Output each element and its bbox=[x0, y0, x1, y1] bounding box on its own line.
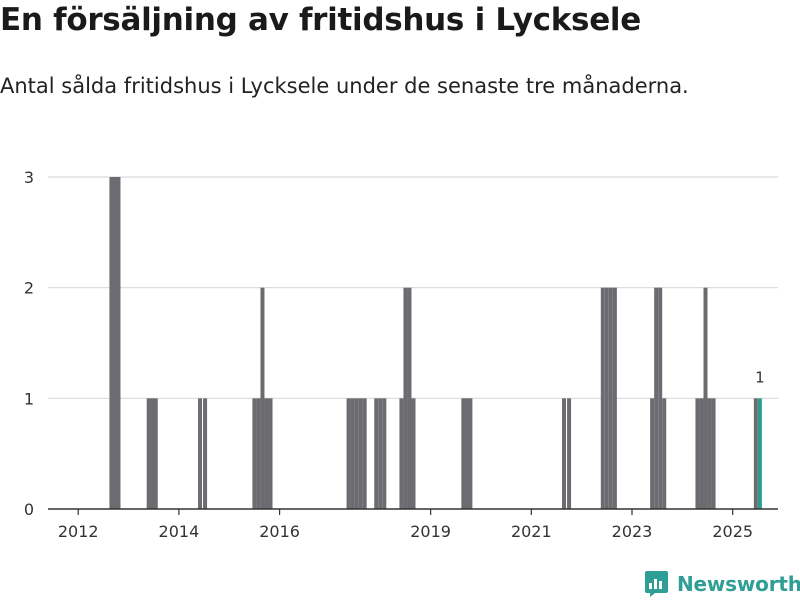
bar bbox=[264, 398, 269, 509]
bar bbox=[346, 398, 351, 509]
y-axis-ticks: 0 1 2 3 bbox=[24, 168, 34, 519]
bar bbox=[268, 398, 273, 509]
bar bbox=[468, 398, 473, 509]
bar bbox=[354, 398, 359, 509]
bar bbox=[260, 287, 265, 509]
bar bbox=[650, 398, 655, 509]
bar bbox=[150, 398, 155, 509]
bar bbox=[464, 398, 469, 509]
bar bbox=[256, 398, 261, 509]
bar bbox=[198, 398, 203, 509]
y-tick-label: 0 bbox=[24, 500, 34, 519]
x-tick-label: 2025 bbox=[712, 522, 753, 541]
bar bbox=[703, 287, 708, 509]
bar bbox=[562, 398, 567, 509]
brand-name: Newsworthy bbox=[677, 572, 800, 596]
bar bbox=[358, 398, 363, 509]
bar bbox=[153, 398, 158, 509]
bar bbox=[707, 398, 712, 509]
bar bbox=[382, 398, 387, 509]
bar bbox=[695, 398, 700, 509]
bar-highlight bbox=[757, 398, 762, 509]
x-tick-label: 2023 bbox=[612, 522, 653, 541]
bars bbox=[109, 177, 762, 509]
y-tick-label: 2 bbox=[24, 279, 34, 298]
chart-title: En försäljning av fritidshus i Lycksele bbox=[0, 2, 641, 38]
x-tick-label: 2012 bbox=[58, 522, 99, 541]
bar bbox=[252, 398, 257, 509]
bar bbox=[699, 398, 704, 509]
x-axis-ticks: 2012 2014 2016 2019 2021 2023 2025 bbox=[48, 508, 778, 541]
bar bbox=[403, 287, 408, 509]
bar bbox=[612, 287, 617, 509]
bar bbox=[461, 398, 466, 509]
chart-subtitle: Antal sålda fritidshus i Lycksele under … bbox=[0, 74, 689, 98]
y-tick-label: 3 bbox=[24, 168, 34, 187]
bar bbox=[112, 177, 117, 509]
bar bbox=[203, 398, 208, 509]
bar bbox=[407, 287, 412, 509]
bar bbox=[658, 287, 663, 509]
data-labels: 1 bbox=[755, 368, 765, 386]
x-tick-label: 2019 bbox=[410, 522, 451, 541]
bar bbox=[711, 398, 716, 509]
bar bbox=[109, 177, 114, 509]
bar bbox=[604, 287, 609, 509]
bar bbox=[362, 398, 367, 509]
bar bbox=[146, 398, 151, 509]
data-label: 1 bbox=[755, 368, 765, 386]
x-tick-label: 2014 bbox=[159, 522, 200, 541]
bar bbox=[753, 398, 758, 509]
y-tick-label: 1 bbox=[24, 389, 34, 408]
bar bbox=[608, 287, 613, 509]
bar bbox=[411, 398, 416, 509]
bar bbox=[374, 398, 379, 509]
bar bbox=[662, 398, 667, 509]
bar bbox=[600, 287, 605, 509]
bar bbox=[116, 177, 121, 509]
bar bbox=[567, 398, 572, 509]
x-tick-label: 2021 bbox=[511, 522, 552, 541]
bar bbox=[378, 398, 383, 509]
newsworthy-icon bbox=[645, 571, 668, 597]
gridlines bbox=[48, 176, 778, 399]
bar bbox=[350, 398, 355, 509]
bar bbox=[399, 398, 404, 509]
x-tick-label: 2016 bbox=[259, 522, 300, 541]
brand-logo: Newsworthy bbox=[644, 568, 800, 600]
bar bbox=[654, 287, 659, 509]
